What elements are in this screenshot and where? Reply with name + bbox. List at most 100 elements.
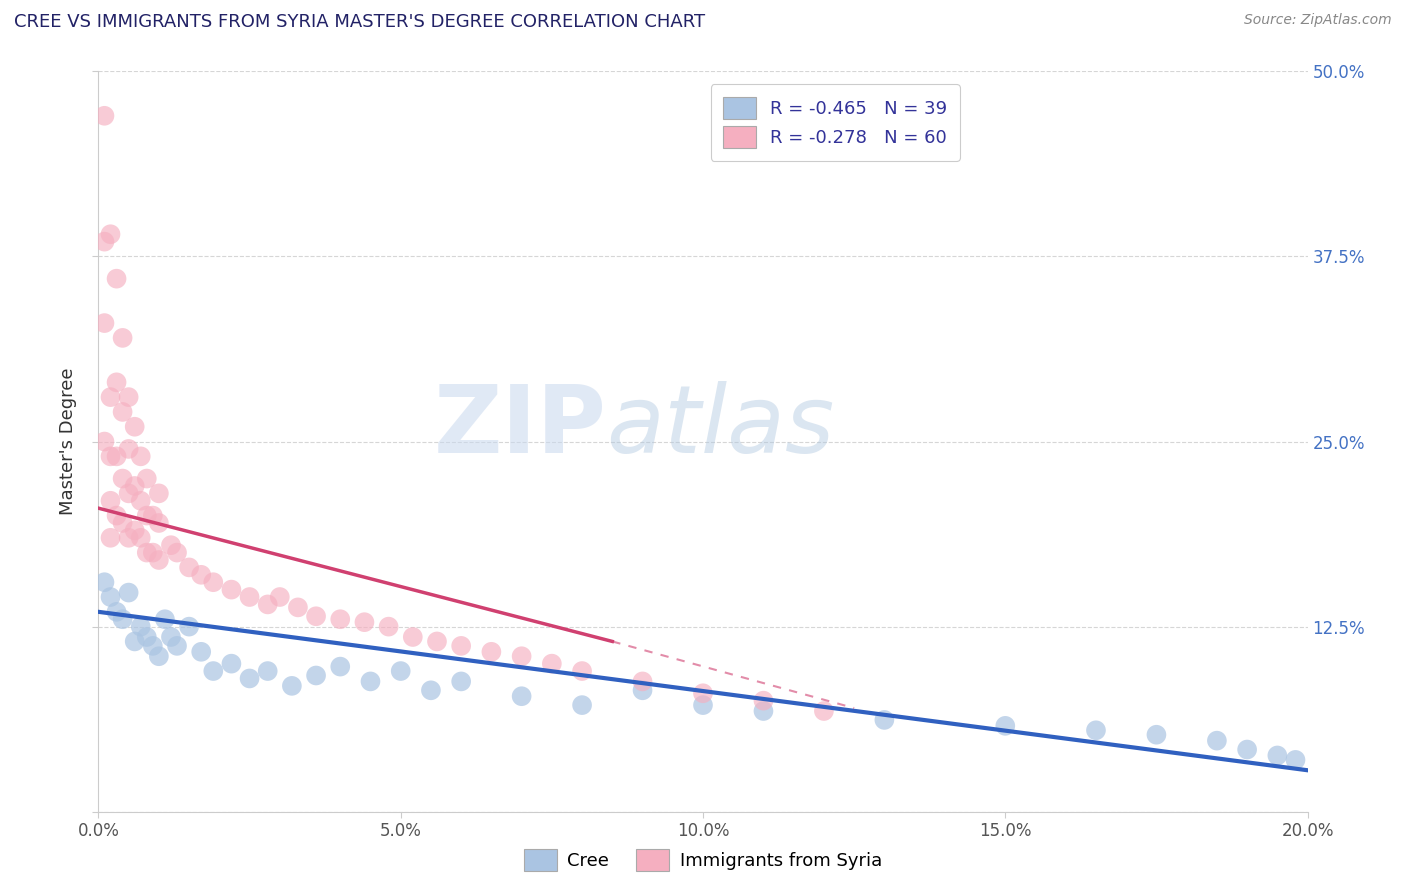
Point <box>153 612 176 626</box>
Point <box>329 659 352 673</box>
Point <box>631 674 654 689</box>
Point <box>692 698 714 712</box>
Point <box>118 486 141 500</box>
Point <box>305 609 328 624</box>
Point <box>142 639 165 653</box>
Legend: Cree, Immigrants from Syria: Cree, Immigrants from Syria <box>517 842 889 879</box>
Point <box>540 657 562 671</box>
Point <box>93 316 115 330</box>
Point <box>389 664 412 678</box>
Point <box>873 713 896 727</box>
Point <box>202 664 225 678</box>
Point <box>100 590 122 604</box>
Point <box>179 560 201 574</box>
Point <box>305 668 328 682</box>
Point <box>118 442 141 456</box>
Legend: R = -0.465   N = 39, R = -0.278   N = 60: R = -0.465 N = 39, R = -0.278 N = 60 <box>710 84 960 161</box>
Point <box>481 645 503 659</box>
Point <box>256 598 278 612</box>
Point <box>190 567 212 582</box>
Point <box>994 719 1017 733</box>
Point <box>239 590 262 604</box>
Point <box>329 612 352 626</box>
Point <box>105 376 128 390</box>
Point <box>256 664 278 678</box>
Point <box>402 630 425 644</box>
Point <box>1206 733 1229 747</box>
Point <box>281 679 304 693</box>
Point <box>148 553 170 567</box>
Point <box>105 271 128 285</box>
Point <box>239 672 262 686</box>
Point <box>1284 753 1306 767</box>
Point <box>269 590 291 604</box>
Text: atlas: atlas <box>606 381 835 472</box>
Point <box>221 582 243 597</box>
Point <box>100 450 122 464</box>
Point <box>111 471 134 485</box>
Point <box>510 649 533 664</box>
Point <box>571 698 593 712</box>
Point <box>353 615 375 630</box>
Point <box>166 639 188 653</box>
Point <box>105 450 128 464</box>
Point <box>190 645 212 659</box>
Point <box>450 639 472 653</box>
Point <box>160 630 183 644</box>
Point <box>135 508 157 523</box>
Text: CREE VS IMMIGRANTS FROM SYRIA MASTER'S DEGREE CORRELATION CHART: CREE VS IMMIGRANTS FROM SYRIA MASTER'S D… <box>14 13 706 31</box>
Point <box>124 634 146 648</box>
Point <box>1236 742 1258 756</box>
Point <box>221 657 243 671</box>
Point <box>105 605 128 619</box>
Point <box>118 390 141 404</box>
Point <box>111 405 134 419</box>
Point <box>100 531 122 545</box>
Point <box>148 649 170 664</box>
Point <box>692 686 714 700</box>
Point <box>426 634 449 648</box>
Point <box>129 493 152 508</box>
Point <box>111 516 134 530</box>
Point <box>100 493 122 508</box>
Point <box>124 524 146 538</box>
Point <box>752 694 775 708</box>
Point <box>1267 748 1289 763</box>
Point <box>111 612 134 626</box>
Point <box>148 486 170 500</box>
Text: Source: ZipAtlas.com: Source: ZipAtlas.com <box>1244 13 1392 28</box>
Point <box>510 690 533 704</box>
Point <box>124 419 146 434</box>
Point <box>129 619 152 633</box>
Point <box>202 575 225 590</box>
Point <box>93 235 115 249</box>
Point <box>179 619 201 633</box>
Point <box>129 450 152 464</box>
Point <box>142 508 165 523</box>
Point <box>420 683 443 698</box>
Point <box>142 546 165 560</box>
Point <box>105 508 128 523</box>
Point <box>100 390 122 404</box>
Point <box>100 227 122 242</box>
Point <box>287 600 309 615</box>
Point <box>813 704 835 718</box>
Point <box>1144 728 1167 742</box>
Point <box>450 674 472 689</box>
Point <box>160 538 183 552</box>
Text: ZIP: ZIP <box>433 381 606 473</box>
Point <box>631 683 654 698</box>
Point <box>129 531 152 545</box>
Point <box>135 471 157 485</box>
Point <box>135 630 157 644</box>
Point <box>571 664 593 678</box>
Point <box>135 546 157 560</box>
Point <box>111 331 134 345</box>
Point <box>93 575 115 590</box>
Point <box>1085 723 1108 738</box>
Point <box>360 674 382 689</box>
Point <box>148 516 170 530</box>
Point <box>118 585 141 599</box>
Point <box>118 531 141 545</box>
Point <box>377 619 399 633</box>
